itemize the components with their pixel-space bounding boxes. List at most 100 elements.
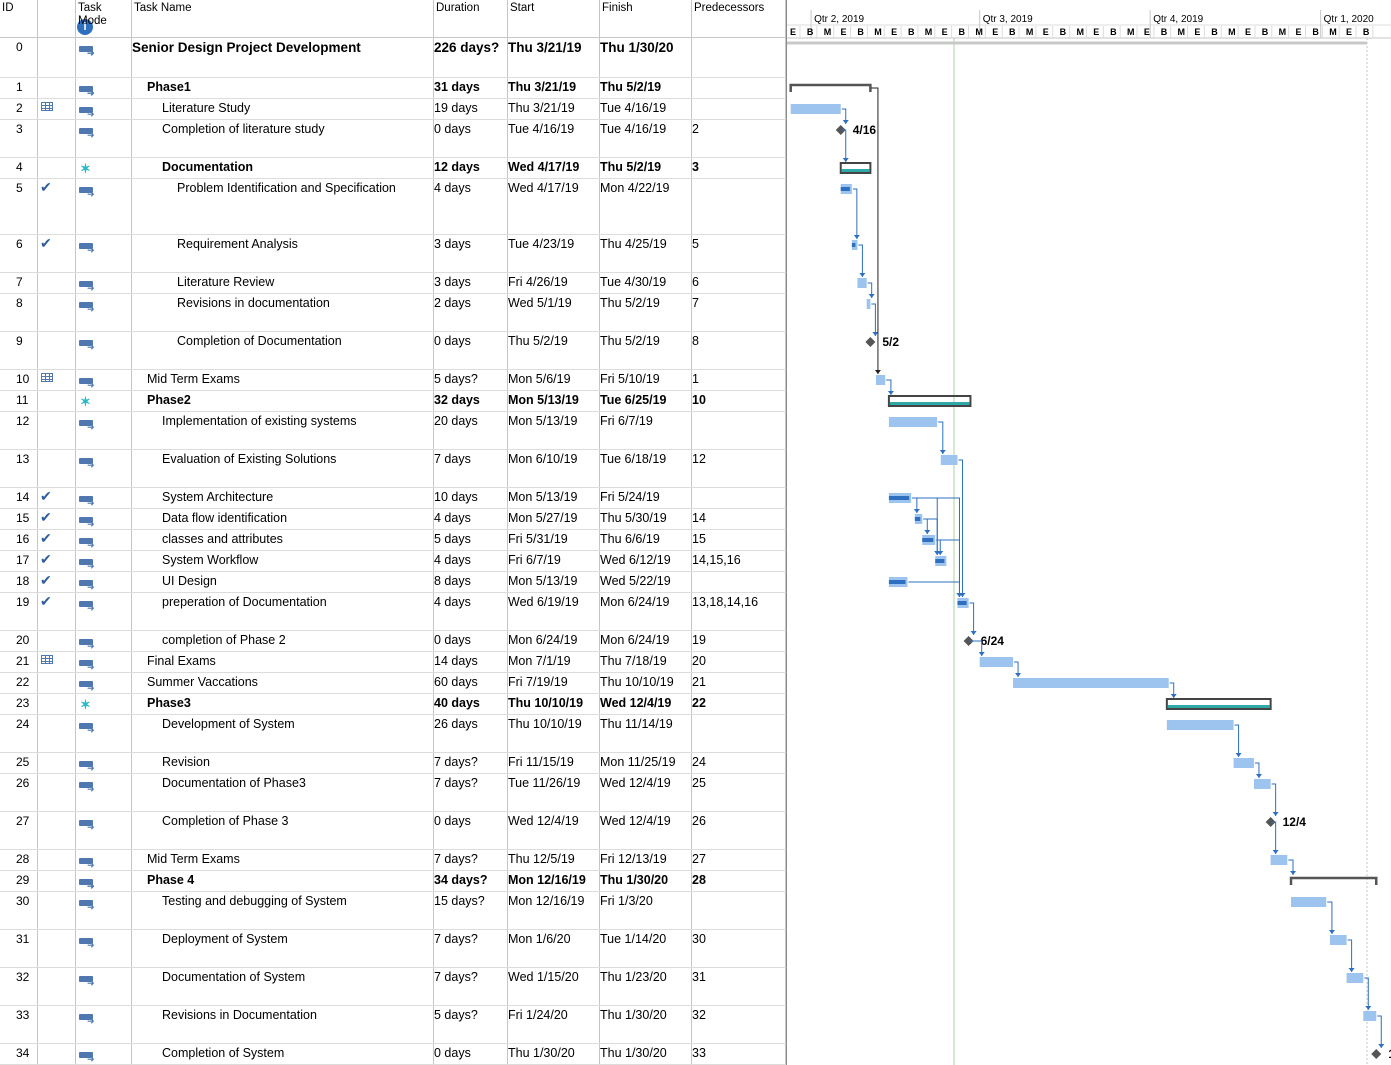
start-cell[interactable]: Tue 4/23/19 <box>508 237 575 251</box>
task-name-cell[interactable]: Completion of System <box>162 1046 285 1060</box>
task-name-cell[interactable]: Evaluation of Existing Solutions <box>162 452 337 466</box>
predecessors-cell[interactable]: 12 <box>692 452 706 466</box>
task-mode-cell[interactable]: ➜ <box>76 370 132 390</box>
finish-cell[interactable]: Thu 5/2/19 <box>600 296 660 310</box>
task-row[interactable]: 10 ➜ Mid Term Exams 5 days? Mon 5/6/19 Fri 5/… <box>0 370 786 391</box>
task-mode-cell[interactable]: ➜ <box>76 774 132 811</box>
duration-cell[interactable]: 5 days? <box>434 372 478 386</box>
task-row[interactable]: 20 ➜ completion of Phase 2 0 days Mon 6/24/1… <box>0 631 786 652</box>
predecessors-cell[interactable]: 15 <box>692 532 706 546</box>
task-mode-cell[interactable]: ➜ <box>76 530 132 550</box>
predecessors-cell[interactable]: 26 <box>692 814 706 828</box>
duration-cell[interactable]: 20 days <box>434 414 478 428</box>
finish-cell[interactable]: Fri 1/3/20 <box>600 894 653 908</box>
header-indicators[interactable]: i <box>38 0 93 38</box>
task-row[interactable]: 9 ➜ Completion of Documentation 0 days Thu 5… <box>0 332 786 370</box>
task-name-cell[interactable]: Senior Design Project Development <box>132 40 361 55</box>
duration-cell[interactable]: 5 days? <box>434 1008 478 1022</box>
start-cell[interactable]: Mon 5/13/19 <box>508 490 578 504</box>
start-cell[interactable]: Fri 7/19/19 <box>508 675 568 689</box>
start-cell[interactable]: Thu 12/5/19 <box>508 852 575 866</box>
predecessors-cell[interactable]: 5 <box>692 237 699 251</box>
task-name-cell[interactable]: Phase2 <box>147 393 191 407</box>
task-name-cell[interactable]: Deployment of System <box>162 932 288 946</box>
start-cell[interactable]: Wed 12/4/19 <box>508 814 579 828</box>
task-row[interactable]: 33 ➜ Revisions in Documentation 5 days? Fri … <box>0 1006 786 1044</box>
task-row[interactable]: 25 ➜ Revision 7 days? Fri 11/15/19 Mon 11/25/… <box>0 753 786 774</box>
duration-cell[interactable]: 12 days <box>434 160 480 174</box>
start-cell[interactable]: Mon 5/13/19 <box>508 414 578 428</box>
header-task-name[interactable]: Task Name <box>132 0 434 38</box>
task-row[interactable]: 15 ✔ ➜ Data flow identification 4 days Mon 5/… <box>0 509 786 530</box>
task-row[interactable]: 22 ➜ Summer Vaccations 60 days Fri 7/19/19 Th… <box>0 673 786 694</box>
duration-cell[interactable]: 60 days <box>434 675 478 689</box>
predecessors-cell[interactable]: 3 <box>692 160 699 174</box>
duration-cell[interactable]: 7 days? <box>434 970 478 984</box>
start-cell[interactable]: Tue 11/26/19 <box>508 776 581 790</box>
predecessors-cell[interactable] <box>692 412 786 449</box>
start-cell[interactable]: Wed 4/17/19 <box>508 181 579 195</box>
duration-cell[interactable]: 7 days? <box>434 932 478 946</box>
finish-cell[interactable]: Tue 4/16/19 <box>600 122 667 136</box>
finish-cell[interactable]: Fri 12/13/19 <box>600 852 667 866</box>
task-name-cell[interactable]: Mid Term Exams <box>147 372 240 386</box>
task-name-cell[interactable]: System Architecture <box>162 490 274 504</box>
finish-cell[interactable]: Mon 6/24/19 <box>600 633 670 647</box>
task-name-cell[interactable]: Literature Review <box>177 275 275 289</box>
task-row[interactable]: 0 ➜ Senior Design Project Development 226 d… <box>0 38 786 78</box>
task-name-cell[interactable]: Revisions in documentation <box>177 296 330 310</box>
start-cell[interactable]: Thu 3/21/19 <box>508 40 582 55</box>
task-name-cell[interactable]: Testing and debugging of System <box>162 894 347 908</box>
start-cell[interactable]: Fri 6/7/19 <box>508 553 561 567</box>
task-mode-cell[interactable]: ➜ <box>76 871 132 891</box>
task-mode-cell[interactable]: ➜ <box>76 812 132 849</box>
task-mode-cell[interactable]: ➜ <box>76 631 132 651</box>
finish-cell[interactable]: Tue 4/30/19 <box>600 275 667 289</box>
duration-cell[interactable]: 19 days <box>434 101 478 115</box>
task-mode-cell[interactable]: ➜ <box>76 715 132 752</box>
task-row[interactable]: 16 ✔ ➜ classes and attributes 5 days Fri 5/31… <box>0 530 786 551</box>
start-cell[interactable]: Thu 5/2/19 <box>508 334 568 348</box>
finish-cell[interactable]: Wed 12/4/19 <box>600 696 672 710</box>
duration-cell[interactable]: 0 days <box>434 334 471 348</box>
start-cell[interactable]: Mon 5/27/19 <box>508 511 578 525</box>
finish-cell[interactable]: Thu 1/30/20 <box>600 40 674 55</box>
finish-cell[interactable]: Fri 6/7/19 <box>600 414 653 428</box>
predecessors-cell[interactable]: 14 <box>692 511 706 525</box>
task-mode-cell[interactable]: ➜ <box>76 673 132 693</box>
predecessors-cell[interactable] <box>692 572 786 592</box>
task-row[interactable]: 30 ➜ Testing and debugging of System 15 day… <box>0 892 786 930</box>
task-name-cell[interactable]: Data flow identification <box>162 511 288 525</box>
duration-cell[interactable]: 3 days <box>434 237 471 251</box>
predecessors-cell[interactable]: 22 <box>692 696 706 710</box>
task-mode-cell[interactable]: ➜ <box>76 930 132 967</box>
task-mode-cell[interactable]: ➜ <box>76 652 132 672</box>
predecessors-cell[interactable]: 6 <box>692 275 699 289</box>
task-mode-cell[interactable]: ➜ <box>76 509 132 529</box>
duration-cell[interactable]: 7 days? <box>434 852 478 866</box>
finish-cell[interactable]: Fri 5/24/19 <box>600 490 660 504</box>
task-name-cell[interactable]: Phase 4 <box>147 873 195 887</box>
finish-cell[interactable]: Thu 1/30/20 <box>600 873 669 887</box>
start-cell[interactable]: Wed 6/19/19 <box>508 595 579 609</box>
task-row[interactable]: 28 ➜ Mid Term Exams 7 days? Thu 12/5/19 Fri 1… <box>0 850 786 871</box>
task-row[interactable]: 24 ➜ Development of System 26 days Thu 10/10… <box>0 715 786 753</box>
task-name-cell[interactable]: System Workflow <box>162 553 259 567</box>
start-cell[interactable]: Mon 1/6/20 <box>508 932 571 946</box>
task-mode-cell[interactable]: ➜ <box>76 1044 132 1064</box>
header-predecessors[interactable]: Predecessors <box>692 0 786 38</box>
task-row[interactable]: 13 ➜ Evaluation of Existing Solutions 7 day… <box>0 450 786 488</box>
predecessors-cell[interactable]: 30 <box>692 932 706 946</box>
predecessors-cell[interactable]: 20 <box>692 654 706 668</box>
finish-cell[interactable]: Thu 6/6/19 <box>600 532 660 546</box>
start-cell[interactable]: Fri 5/31/19 <box>508 532 568 546</box>
start-cell[interactable]: Thu 1/30/20 <box>508 1046 575 1060</box>
header-duration[interactable]: Duration <box>434 0 508 38</box>
task-mode-cell[interactable]: ➜ <box>76 968 132 1005</box>
finish-cell[interactable]: Mon 6/24/19 <box>600 595 670 609</box>
task-name-cell[interactable]: Completion of literature study <box>162 122 325 136</box>
start-cell[interactable]: Mon 7/1/19 <box>508 654 571 668</box>
task-name-cell[interactable]: Completion of Documentation <box>177 334 342 348</box>
task-name-cell[interactable]: UI Design <box>162 574 217 588</box>
start-cell[interactable]: Fri 4/26/19 <box>508 275 568 289</box>
